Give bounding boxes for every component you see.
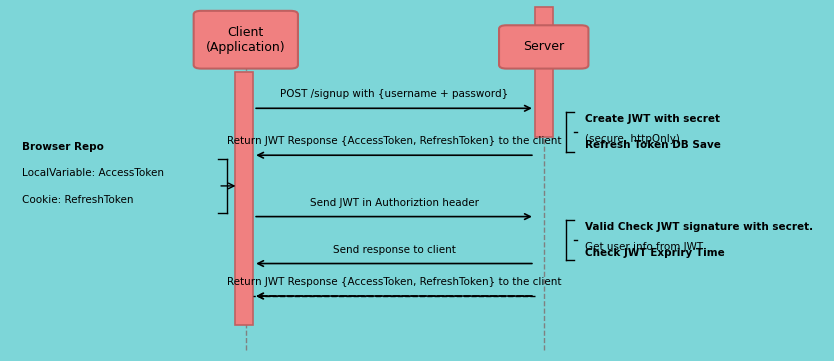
Text: Cookie: RefreshToken: Cookie: RefreshToken (23, 195, 133, 205)
FancyBboxPatch shape (535, 7, 554, 137)
Text: Send response to client: Send response to client (333, 244, 455, 255)
Text: Refresh Token DB Save: Refresh Token DB Save (585, 140, 721, 150)
Text: Valid Check JWT signature with secret.: Valid Check JWT signature with secret. (585, 222, 813, 232)
Text: Check JWT Expriry Time: Check JWT Expriry Time (585, 248, 725, 258)
Text: Send JWT in Authoriztion header: Send JWT in Authoriztion header (309, 197, 479, 208)
Text: LocalVariable: AccessToken: LocalVariable: AccessToken (23, 168, 164, 178)
Text: Get user info from JWT: Get user info from JWT (585, 242, 703, 252)
FancyBboxPatch shape (193, 11, 298, 69)
Text: POST /signup with {username + password}: POST /signup with {username + password} (280, 89, 508, 99)
Text: Server: Server (523, 40, 565, 53)
Text: (secure, httpOnly): (secure, httpOnly) (585, 134, 680, 144)
Text: Create JWT with secret: Create JWT with secret (585, 114, 720, 124)
Text: Browser Repo: Browser Repo (23, 142, 104, 152)
FancyBboxPatch shape (499, 25, 589, 69)
Text: Return JWT Response {AccessToken, RefreshToken} to the client: Return JWT Response {AccessToken, Refres… (227, 136, 561, 146)
FancyBboxPatch shape (234, 72, 254, 325)
Text: Return JWT Response {AccessToken, RefreshToken} to the client: Return JWT Response {AccessToken, Refres… (227, 277, 561, 287)
Text: Client
(Application): Client (Application) (206, 26, 285, 54)
